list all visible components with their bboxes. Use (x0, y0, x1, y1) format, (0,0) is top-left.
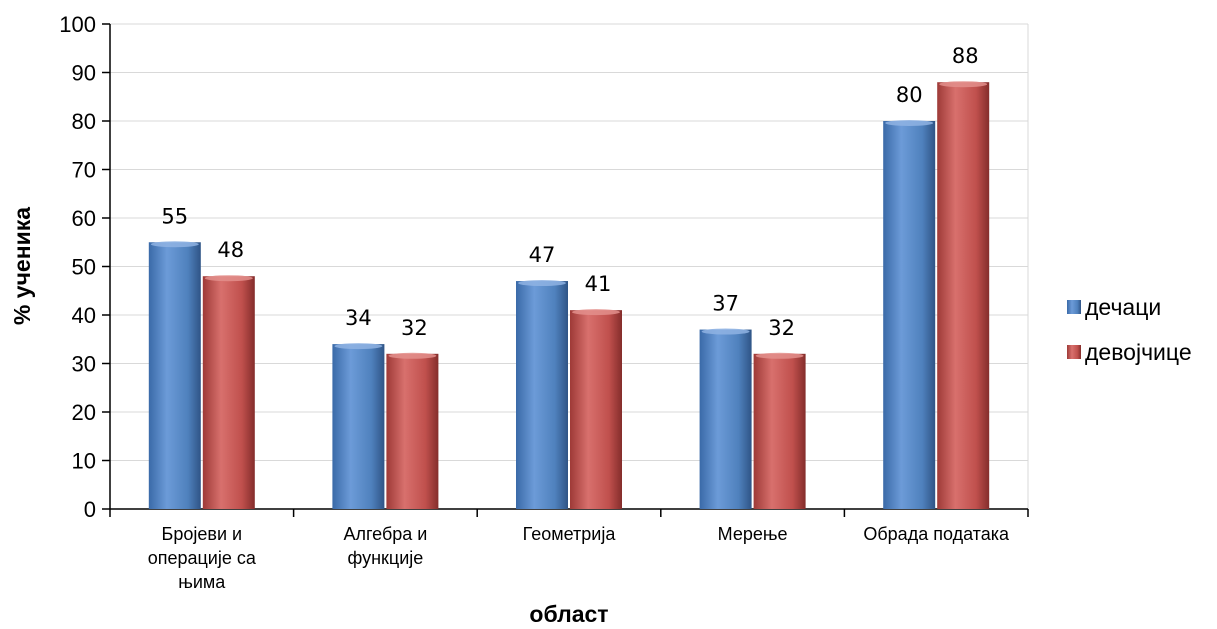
data-label-boys: 80 (896, 83, 923, 107)
category-label: Алгебра и (343, 524, 427, 544)
category-label: Мерење (718, 524, 788, 544)
bar-girls (753, 353, 806, 509)
y-tick-label: 40 (72, 303, 96, 328)
data-label-boys: 55 (161, 204, 188, 228)
legend-swatch-girls (1067, 345, 1081, 359)
y-tick-label: 90 (72, 61, 96, 86)
bar-girls (386, 353, 439, 509)
bar-cap-girls (939, 81, 988, 88)
gridlines (110, 23, 1029, 509)
data-label-boys: 37 (712, 292, 739, 316)
data-label-boys: 47 (529, 243, 556, 267)
data-label-girls: 48 (217, 238, 244, 262)
category-label: њима (178, 572, 226, 592)
bar-cap-girls (388, 352, 437, 359)
y-tick-label: 10 (72, 449, 96, 474)
bar-boys (332, 344, 385, 509)
category-label: функције (348, 548, 424, 568)
bar-boys (699, 329, 752, 509)
bar-boys (516, 281, 568, 509)
legend-label-boys: дечаци (1085, 294, 1161, 320)
category-label: Геометрија (523, 524, 617, 544)
category-labels: Бројеви и операције са њима Алгебра и функци… (148, 524, 1010, 592)
category-label: операције са (148, 548, 257, 568)
data-label-girls: 88 (952, 44, 979, 68)
data-label-boys: 34 (345, 306, 372, 330)
data-label-girls: 32 (768, 316, 795, 340)
category-label: Обрада података (863, 524, 1010, 544)
bar-cap-girls (755, 352, 804, 359)
y-tick-label: 30 (72, 352, 96, 377)
data-label-girls: 41 (585, 272, 612, 296)
bar-cap-boys (334, 343, 383, 350)
y-tick-label: 0 (84, 497, 96, 522)
bar-girls (570, 310, 622, 509)
y-tick-label: 100 (59, 12, 96, 37)
x-axis-title: област (529, 601, 608, 627)
bar-boys (148, 242, 201, 509)
bar-cap-boys (150, 241, 199, 248)
legend: дечаци девојчице (1067, 294, 1192, 365)
y-tick-label: 70 (72, 158, 96, 183)
bars (148, 81, 990, 509)
data-label-girls: 32 (401, 316, 428, 340)
bar-girls (202, 276, 255, 509)
axes (102, 23, 1029, 517)
legend-label-girls: девојчице (1085, 339, 1192, 365)
bar-girls (937, 82, 990, 509)
y-tick-label: 20 (72, 400, 96, 425)
y-tick-label: 50 (72, 255, 96, 280)
data-labels: 55 48 34 32 47 41 37 32 80 88 (161, 44, 978, 340)
y-tick-label: 80 (72, 109, 96, 134)
bar-cap-boys (701, 328, 750, 335)
legend-swatch-boys (1067, 300, 1081, 314)
y-tick-labels: 0 10 20 30 40 50 60 70 80 90 100 (59, 12, 96, 522)
y-axis-title: % ученика (9, 207, 35, 325)
bar-cap-girls (204, 275, 253, 282)
category-label: Бројеви и (162, 524, 243, 544)
bar-cap-boys (518, 280, 566, 287)
bar-cap-boys (885, 120, 934, 126)
bar-boys (883, 121, 936, 509)
bar-cap-girls (572, 309, 620, 316)
y-tick-label: 60 (72, 206, 96, 231)
